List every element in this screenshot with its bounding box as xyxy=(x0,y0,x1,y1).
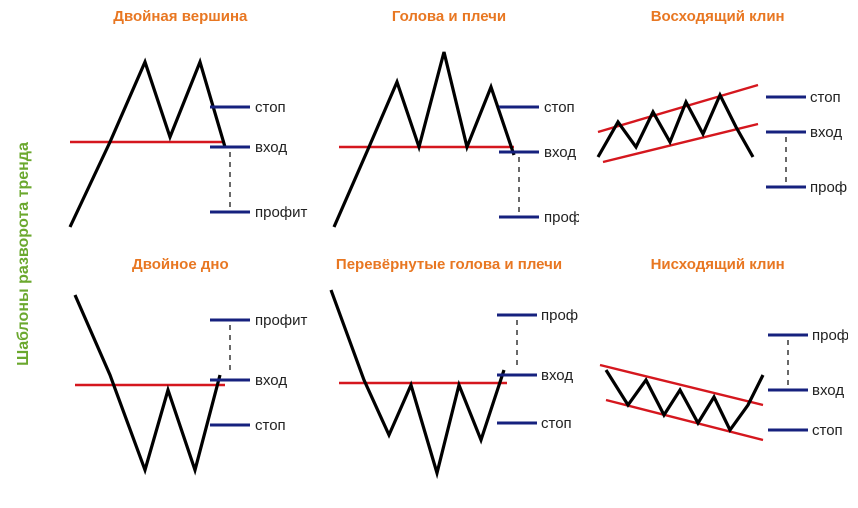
panel-title: Восходящий клин xyxy=(651,8,785,25)
entry-label: вход xyxy=(541,367,573,384)
chart-falling-wedge: стоп вход профит xyxy=(588,275,848,485)
profit-label: профит xyxy=(810,179,848,196)
stop-label: стоп xyxy=(810,89,841,106)
stop-label: стоп xyxy=(255,417,286,434)
stop-label: стоп xyxy=(255,99,286,116)
stop-label: стоп xyxy=(812,422,843,439)
pattern-panel-head-shoulders: Голова и плечи стоп вход профит xyxy=(317,8,582,252)
pattern-panel-double-top: Двойная вершина стоп вход профит xyxy=(48,8,313,252)
profit-label: профит xyxy=(812,327,848,344)
profit-label: профит xyxy=(541,307,579,324)
chart-rising-wedge: стоп вход профит xyxy=(588,27,848,237)
wedge-line-1 xyxy=(606,400,763,440)
pattern-panel-double-bottom: Двойное дно стоп вход профит xyxy=(48,256,313,500)
wedge-line-1 xyxy=(603,124,758,162)
stop-label: стоп xyxy=(541,415,572,432)
pattern-panel-inv-head-shoulders: Перевёрнутые голова и плечи стоп вход профи… xyxy=(317,256,582,500)
pattern-grid: Двойная вершинастопвходпрофитГолова и пл… xyxy=(48,0,858,508)
chart-head-shoulders: стоп вход профит xyxy=(319,27,579,237)
profit-label: профит xyxy=(544,209,579,226)
panel-title: Голова и плечи xyxy=(392,8,506,25)
chart-double-bottom: стоп вход профит xyxy=(50,275,310,485)
stop-label: стоп xyxy=(544,99,575,116)
panel-title: Нисходящий клин xyxy=(651,256,785,273)
pattern-panel-falling-wedge: Нисходящий клин стоп вход профит xyxy=(585,256,850,500)
price-path xyxy=(598,95,753,157)
panel-title: Двойное дно xyxy=(132,256,229,273)
entry-label: вход xyxy=(544,144,576,161)
price-path xyxy=(334,52,514,227)
profit-label: профит xyxy=(255,204,308,221)
profit-label: профит xyxy=(255,312,308,329)
price-path xyxy=(331,290,504,473)
entry-label: вход xyxy=(810,124,842,141)
sidebar: Шаблоны разворота тренда xyxy=(0,0,48,508)
entry-label: вход xyxy=(255,139,287,156)
panel-title: Двойная вершина xyxy=(113,8,247,25)
panel-title: Перевёрнутые голова и плечи xyxy=(336,256,562,273)
price-path xyxy=(70,62,225,227)
price-path xyxy=(75,295,220,470)
entry-label: вход xyxy=(812,382,844,399)
pattern-panel-rising-wedge: Восходящий клин стоп вход профит xyxy=(585,8,850,252)
chart-inv-head-shoulders: стоп вход профит xyxy=(319,275,579,485)
chart-double-top: стоп вход профит xyxy=(50,27,310,237)
page-title: Шаблоны разворота тренда xyxy=(15,142,33,366)
entry-label: вход xyxy=(255,372,287,389)
